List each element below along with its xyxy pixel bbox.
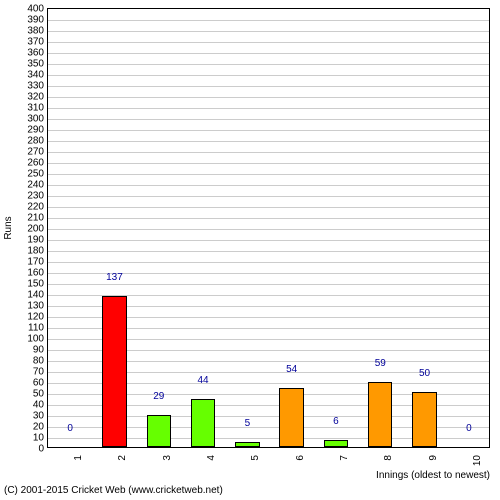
bar bbox=[324, 440, 348, 447]
x-tick-label: 6 bbox=[295, 455, 306, 461]
gridline bbox=[48, 75, 489, 76]
y-tick-label: 110 bbox=[28, 323, 44, 334]
y-tick-label: 360 bbox=[27, 48, 44, 59]
y-tick-label: 70 bbox=[33, 367, 44, 378]
y-tick-label: 180 bbox=[27, 246, 44, 257]
gridline bbox=[48, 42, 489, 43]
bar bbox=[191, 399, 215, 447]
y-tick-label: 330 bbox=[27, 81, 44, 92]
y-tick-label: 400 bbox=[27, 4, 44, 15]
y-tick-label: 250 bbox=[27, 169, 44, 180]
gridline bbox=[48, 196, 489, 197]
y-tick-label: 20 bbox=[33, 422, 44, 433]
gridline bbox=[48, 20, 489, 21]
gridline bbox=[48, 163, 489, 164]
gridline bbox=[48, 251, 489, 252]
bar bbox=[412, 392, 436, 447]
y-tick-label: 380 bbox=[27, 26, 44, 37]
bar-value-label: 54 bbox=[286, 364, 297, 375]
bar-value-label: 6 bbox=[333, 416, 339, 427]
y-tick-label: 190 bbox=[27, 235, 44, 246]
gridline bbox=[48, 240, 489, 241]
bar-value-label: 50 bbox=[419, 368, 430, 379]
y-tick-label: 350 bbox=[27, 59, 44, 70]
gridline bbox=[48, 141, 489, 142]
gridline bbox=[48, 218, 489, 219]
gridline bbox=[48, 185, 489, 186]
bar-value-label: 29 bbox=[153, 391, 164, 402]
y-tick-label: 240 bbox=[27, 180, 44, 191]
gridline bbox=[48, 86, 489, 87]
bar bbox=[147, 415, 171, 447]
y-tick-label: 100 bbox=[27, 334, 44, 345]
bar-value-label: 0 bbox=[466, 423, 472, 434]
y-tick-label: 230 bbox=[27, 191, 44, 202]
x-tick-label: 2 bbox=[117, 455, 128, 461]
gridline bbox=[48, 229, 489, 230]
gridline bbox=[48, 53, 489, 54]
y-tick-label: 260 bbox=[27, 158, 44, 169]
bar-value-label: 59 bbox=[375, 358, 386, 369]
y-tick-label: 150 bbox=[27, 279, 44, 290]
y-tick-label: 40 bbox=[33, 400, 44, 411]
gridline bbox=[48, 31, 489, 32]
x-axis-label: Innings (oldest to newest) bbox=[376, 470, 490, 481]
y-tick-label: 300 bbox=[27, 114, 44, 125]
bar-value-label: 44 bbox=[197, 375, 208, 386]
gridline bbox=[48, 284, 489, 285]
y-tick-label: 290 bbox=[27, 125, 44, 136]
gridline bbox=[48, 174, 489, 175]
y-tick-label: 10 bbox=[33, 433, 44, 444]
y-tick-label: 130 bbox=[27, 301, 44, 312]
gridline bbox=[48, 108, 489, 109]
x-tick-label: 4 bbox=[206, 455, 217, 461]
x-tick-label: 8 bbox=[383, 455, 394, 461]
y-tick-label: 210 bbox=[27, 213, 44, 224]
bar-value-label: 5 bbox=[245, 418, 251, 429]
chart-container: 0102030405060708090100110120130140150160… bbox=[0, 0, 500, 500]
y-tick-label: 170 bbox=[27, 257, 44, 268]
y-tick-label: 270 bbox=[27, 147, 44, 158]
x-tick-label: 1 bbox=[73, 455, 84, 461]
y-tick-label: 50 bbox=[33, 389, 44, 400]
gridline bbox=[48, 130, 489, 131]
gridline bbox=[48, 97, 489, 98]
y-tick-label: 280 bbox=[27, 136, 44, 147]
x-tick-label: 5 bbox=[250, 455, 261, 461]
y-tick-label: 120 bbox=[27, 312, 44, 323]
y-tick-label: 320 bbox=[27, 92, 44, 103]
y-tick-label: 60 bbox=[33, 378, 44, 389]
y-tick-label: 390 bbox=[27, 15, 44, 26]
gridline bbox=[48, 262, 489, 263]
plot-area: 0102030405060708090100110120130140150160… bbox=[47, 8, 490, 448]
y-tick-label: 80 bbox=[33, 356, 44, 367]
gridline bbox=[48, 119, 489, 120]
gridline bbox=[48, 64, 489, 65]
y-tick-label: 340 bbox=[27, 70, 44, 81]
y-tick-label: 220 bbox=[27, 202, 44, 213]
y-tick-label: 30 bbox=[33, 411, 44, 422]
bar-value-label: 137 bbox=[106, 272, 123, 283]
x-tick-label: 7 bbox=[339, 455, 350, 461]
y-tick-label: 160 bbox=[27, 268, 44, 279]
y-tick-label: 0 bbox=[38, 444, 44, 455]
gridline bbox=[48, 152, 489, 153]
y-tick-label: 90 bbox=[33, 345, 44, 356]
copyright-text: (C) 2001-2015 Cricket Web (www.cricketwe… bbox=[4, 485, 223, 496]
y-tick-label: 370 bbox=[27, 37, 44, 48]
y-tick-label: 200 bbox=[27, 224, 44, 235]
y-tick-label: 310 bbox=[27, 103, 44, 114]
y-tick-label: 140 bbox=[27, 290, 44, 301]
bar bbox=[368, 382, 392, 447]
bar bbox=[102, 296, 126, 447]
x-tick-label: 3 bbox=[162, 455, 173, 461]
bar bbox=[279, 388, 303, 447]
bar bbox=[235, 442, 259, 448]
y-axis-label: Runs bbox=[3, 216, 14, 239]
x-tick-label: 10 bbox=[472, 455, 483, 466]
gridline bbox=[48, 207, 489, 208]
x-tick-label: 9 bbox=[428, 455, 439, 461]
bar-value-label: 0 bbox=[67, 423, 73, 434]
